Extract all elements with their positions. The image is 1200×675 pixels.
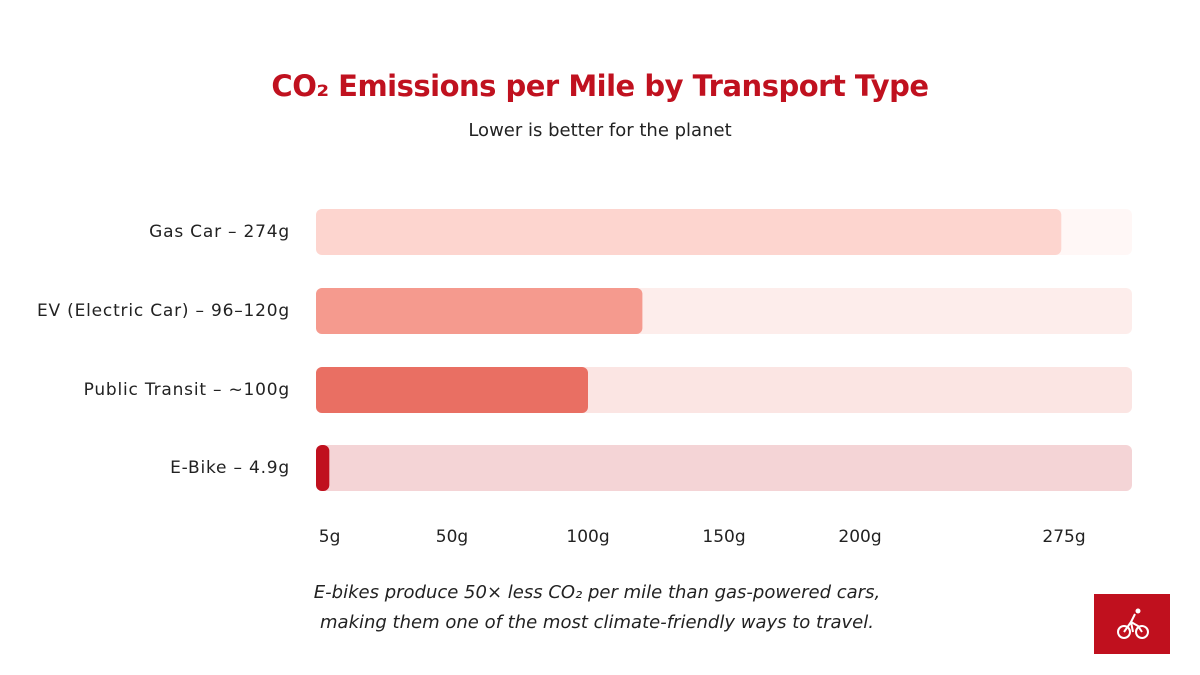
x-tick-label: 200g — [838, 527, 881, 547]
category-label: Public Transit – ~100g — [84, 380, 290, 400]
chart-title: CO₂ Emissions per Mile by Transport Type — [271, 69, 928, 103]
category-label: Gas Car – 274g — [149, 222, 290, 242]
x-tick-label: 275g — [1042, 527, 1085, 547]
chart-subtitle: Lower is better for the planet — [468, 120, 731, 141]
category-label: EV (Electric Car) – 96–120g — [37, 301, 290, 321]
bar — [316, 367, 588, 413]
annotation: making them one of the most climate-frie… — [320, 612, 874, 633]
x-tick-label: 5g — [319, 527, 341, 547]
x-tick-label: 100g — [566, 527, 609, 547]
bar-track — [316, 445, 1132, 491]
x-tick-label: 50g — [436, 527, 468, 547]
bicycle — [1117, 613, 1149, 639]
bar — [316, 209, 1062, 255]
bar — [316, 288, 643, 334]
bar — [316, 445, 330, 491]
category-label: E-Bike – 4.9g — [170, 458, 290, 478]
rider-head — [1135, 608, 1141, 614]
bike-icon — [1094, 594, 1170, 654]
x-tick-label: 150g — [702, 527, 745, 547]
annotation: E-bikes produce 50× less CO₂ per mile th… — [314, 582, 880, 603]
